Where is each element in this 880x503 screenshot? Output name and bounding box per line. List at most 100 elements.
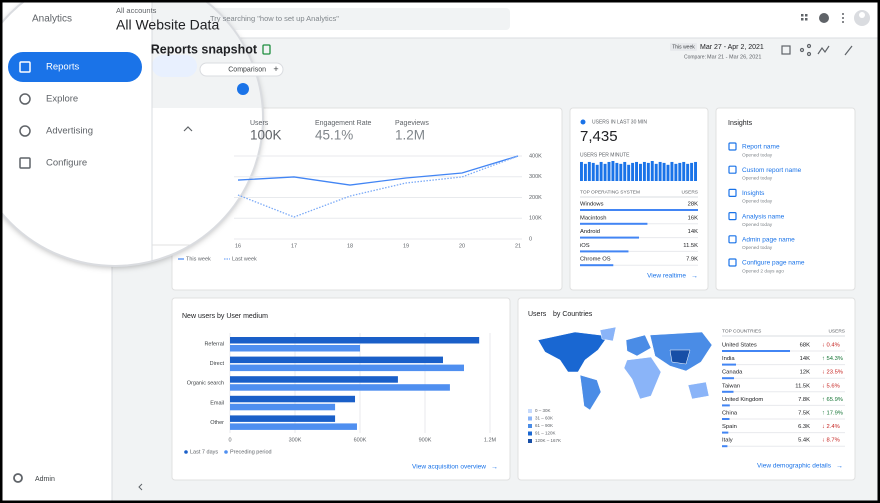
insight-name[interactable]: Configure page name bbox=[742, 260, 805, 267]
minute-bar bbox=[650, 161, 654, 181]
comparison-chip[interactable] bbox=[199, 62, 284, 77]
date-range[interactable]: Mar 27 - Apr 2, 2021 bbox=[700, 44, 764, 51]
metric-selector[interactable]: Users bbox=[528, 311, 547, 318]
insight-name[interactable]: Admin page name bbox=[742, 237, 795, 244]
insight-meta: Opened today bbox=[742, 245, 773, 251]
insight-icon bbox=[728, 212, 737, 221]
category-label: Other bbox=[210, 420, 224, 426]
toolbar-icons bbox=[781, 43, 853, 57]
country-name: United States bbox=[722, 343, 757, 349]
minute-bar bbox=[603, 163, 607, 181]
map-legend-swatch bbox=[528, 416, 532, 421]
legend-label: Last week bbox=[232, 256, 257, 262]
x-tick-label: 0 bbox=[228, 437, 231, 443]
compare-label: Compare: bbox=[684, 54, 706, 60]
title-icon bbox=[262, 44, 271, 55]
minute-bar bbox=[607, 161, 611, 181]
country-name: United Kingdom bbox=[722, 397, 763, 403]
x-tick-label: 900K bbox=[419, 437, 432, 443]
comparison-label: Comparison bbox=[228, 66, 266, 73]
y-tick-label: 0 bbox=[529, 236, 532, 242]
insight-name[interactable]: Analysis name bbox=[742, 213, 785, 220]
country-name: India bbox=[722, 356, 735, 362]
os-bar bbox=[580, 250, 629, 253]
legend-swatch bbox=[184, 450, 188, 454]
minute-bar bbox=[583, 163, 587, 181]
y-tick-label: 300K bbox=[529, 174, 542, 180]
map-legend-label: 91 – 120K bbox=[535, 431, 556, 436]
os-bar bbox=[580, 236, 639, 239]
minute-bar bbox=[631, 162, 635, 181]
line-series bbox=[237, 155, 519, 218]
x-tick-label: 18 bbox=[347, 243, 353, 249]
country-bar bbox=[722, 404, 730, 407]
minute-bar bbox=[666, 164, 670, 181]
category-label: Direct bbox=[210, 361, 225, 367]
minute-bar bbox=[646, 162, 650, 181]
os-users: 11.5K bbox=[683, 243, 698, 249]
comparison-avatar bbox=[237, 83, 249, 95]
os-bar bbox=[580, 222, 648, 225]
comparison-plus: + bbox=[273, 64, 278, 74]
minute-bar bbox=[611, 161, 615, 181]
insight-name[interactable]: Insights bbox=[742, 190, 765, 197]
nav-item[interactable]: Configure bbox=[46, 158, 87, 169]
collapse-icon bbox=[138, 483, 143, 491]
bar bbox=[230, 337, 480, 344]
dimension-selector[interactable]: by Countries bbox=[553, 311, 593, 318]
country-name: Italy bbox=[722, 438, 733, 444]
country-name: Canada bbox=[722, 370, 743, 376]
nav-item[interactable]: Explore bbox=[46, 94, 78, 105]
legend-label: This week bbox=[186, 256, 211, 262]
os-name: Windows bbox=[580, 202, 604, 208]
country-bar bbox=[722, 363, 736, 366]
acquisition-link[interactable]: View acquisition overview bbox=[412, 464, 486, 471]
country-users: 6.3K bbox=[798, 424, 810, 430]
insight-icon bbox=[728, 142, 737, 151]
x-tick-label: 19 bbox=[403, 243, 409, 249]
insight-name[interactable]: Custom report name bbox=[742, 167, 802, 174]
nav-icon bbox=[19, 157, 31, 169]
nav-icon bbox=[19, 125, 31, 137]
insight-meta: Opened today bbox=[742, 152, 773, 158]
country-bar bbox=[722, 390, 734, 393]
link-arrow: → bbox=[491, 464, 498, 471]
minute-bar bbox=[662, 162, 666, 181]
x-tick-label: 16 bbox=[235, 243, 241, 249]
country-bar bbox=[722, 377, 734, 380]
date-badge-bg bbox=[670, 43, 697, 51]
insight-name[interactable]: Report name bbox=[742, 144, 780, 151]
country-users: 7.5K bbox=[798, 411, 810, 417]
os-bar bbox=[580, 264, 614, 267]
page-title: Reports snapshot bbox=[151, 42, 258, 56]
country-bar bbox=[722, 418, 730, 420]
admin-link[interactable]: Admin bbox=[35, 476, 55, 483]
nav-item[interactable]: Advertising bbox=[46, 126, 93, 137]
category-label: Email bbox=[210, 400, 224, 406]
bar bbox=[230, 345, 360, 352]
link-arrow: → bbox=[836, 463, 843, 470]
x-tick-label: 20 bbox=[459, 243, 465, 249]
nav-item[interactable]: Reports bbox=[46, 62, 80, 73]
demographics-link[interactable]: View demographic details bbox=[757, 463, 832, 470]
nav-icon bbox=[19, 61, 31, 73]
minute-bar bbox=[587, 161, 591, 181]
minute-bar bbox=[694, 161, 697, 181]
realtime-title: USERS IN LAST 30 MIN bbox=[592, 119, 647, 125]
search-box[interactable] bbox=[183, 8, 510, 30]
country-users: 5.4K bbox=[798, 438, 810, 444]
y-tick-label: 100K bbox=[529, 216, 542, 222]
map-legend-label: 120K – 167K bbox=[535, 438, 561, 443]
minute-bar bbox=[580, 161, 583, 181]
country-bar bbox=[722, 445, 728, 448]
country-users: 11.5K bbox=[795, 383, 810, 389]
minute-bar bbox=[619, 163, 623, 181]
country-change: ↓ 8.7% bbox=[822, 438, 840, 444]
os-name: iOS bbox=[580, 243, 590, 249]
country-change: ↑ 54.3% bbox=[822, 356, 843, 362]
product-name: Analytics bbox=[32, 14, 72, 25]
minute-bar bbox=[623, 161, 627, 181]
os-users: 14K bbox=[688, 229, 698, 235]
os-users: 28K bbox=[688, 202, 698, 208]
realtime-link[interactable]: View realtime bbox=[647, 273, 686, 280]
